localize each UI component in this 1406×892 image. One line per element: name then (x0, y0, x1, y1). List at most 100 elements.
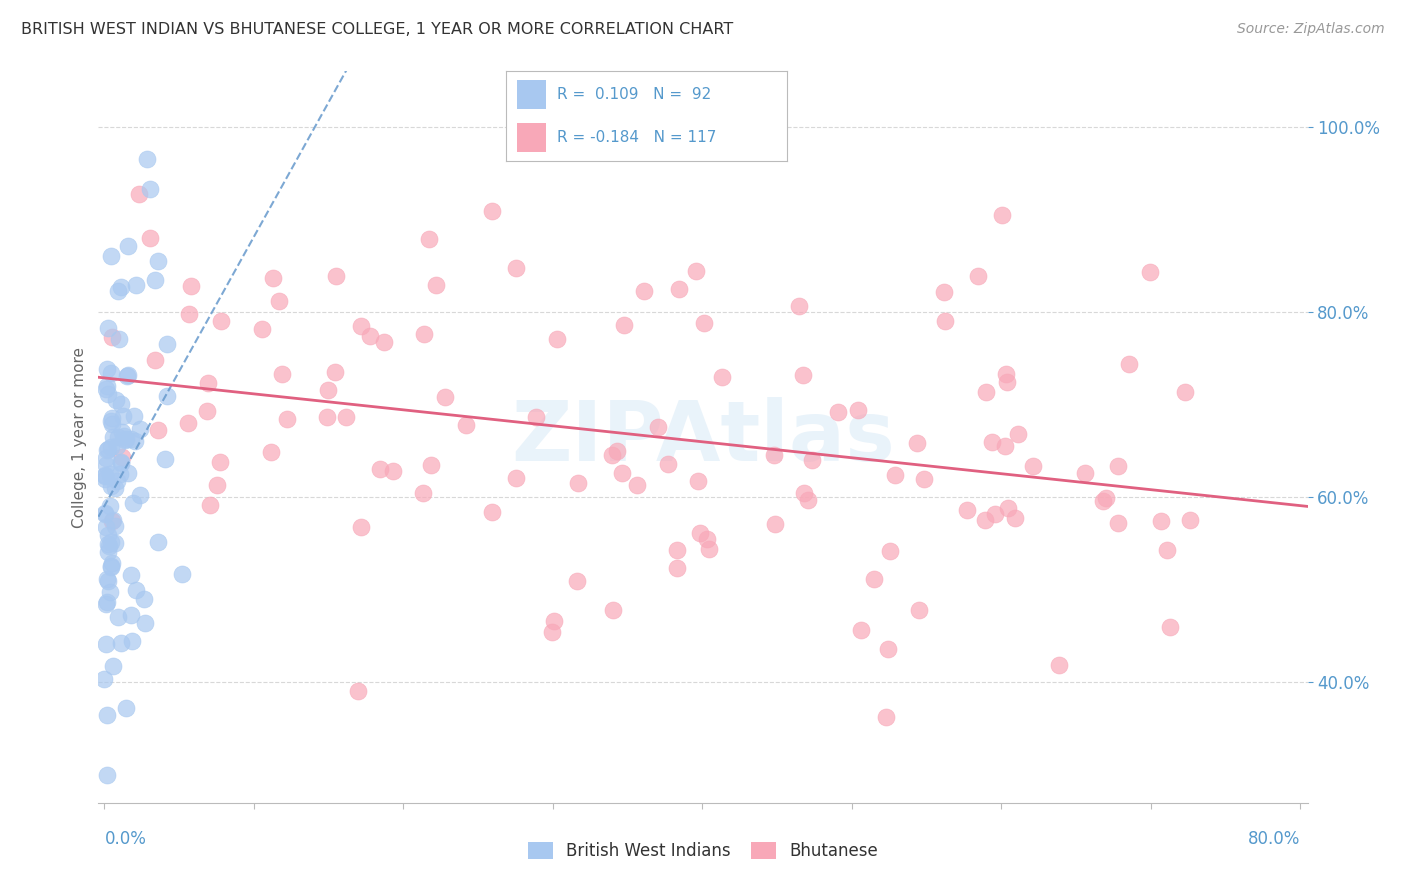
Point (96, 707, 118, 722)
Point (96, 379, 118, 393)
Point (94, 382, 117, 396)
Point (112, 429, 135, 443)
Point (1047, 657, 1070, 672)
Point (101, 514, 124, 528)
Point (105, 474, 128, 488)
Point (905, 436, 928, 450)
Point (115, 432, 138, 446)
Point (101, 430, 124, 444)
Point (995, 376, 1018, 390)
Point (122, 496, 145, 510)
Point (851, 623, 873, 637)
Point (101, 513, 124, 527)
Point (697, 542, 720, 557)
Point (276, 412, 298, 426)
Point (412, 485, 434, 500)
Point (97, 528, 120, 542)
Point (267, 294, 290, 309)
Point (848, 402, 870, 417)
Point (613, 318, 636, 333)
Point (250, 322, 273, 336)
Point (94, 472, 117, 486)
Point (967, 268, 990, 283)
Point (117, 466, 139, 480)
Point (413, 327, 436, 342)
Point (94, 508, 117, 522)
Point (1022, 459, 1045, 474)
Point (107, 332, 129, 346)
Point (350, 319, 373, 334)
Point (1004, 511, 1026, 525)
Point (97, 320, 120, 334)
Point (94, 520, 117, 534)
Point (94, 637, 117, 651)
Point (995, 368, 1018, 382)
Point (180, 279, 202, 293)
Point (156, 336, 179, 351)
Point (875, 709, 897, 723)
Point (763, 448, 786, 462)
Point (693, 316, 716, 330)
Point (97, 545, 120, 559)
Point (111, 425, 134, 439)
Point (104, 518, 127, 533)
Point (505, 261, 527, 276)
Point (1159, 620, 1181, 634)
Point (100, 556, 122, 570)
Text: BRITISH WEST INDIAN VS BHUTANESE COLLEGE, 1 YEAR OR MORE CORRELATION CHART: BRITISH WEST INDIAN VS BHUTANESE COLLEGE… (21, 22, 734, 37)
Point (209, 314, 232, 328)
Point (419, 458, 441, 472)
Point (120, 607, 142, 622)
Point (110, 397, 132, 411)
FancyBboxPatch shape (517, 123, 546, 152)
Point (1180, 513, 1202, 527)
Point (1092, 493, 1115, 508)
Point (543, 614, 565, 628)
Point (665, 542, 688, 557)
Point (125, 582, 148, 597)
Point (110, 450, 132, 465)
Point (626, 478, 648, 492)
Point (994, 439, 1017, 453)
Point (156, 388, 179, 402)
Point (335, 409, 357, 424)
Point (107, 609, 129, 624)
Point (1118, 357, 1140, 371)
Point (997, 500, 1019, 515)
Point (97, 574, 120, 588)
Point (111, 409, 134, 424)
Text: Source: ZipAtlas.com: Source: ZipAtlas.com (1237, 22, 1385, 37)
Point (94, 468, 117, 483)
Point (350, 520, 373, 534)
Point (100, 479, 122, 493)
Text: 0.0%: 0.0% (104, 830, 146, 848)
Point (418, 232, 440, 246)
Point (110, 455, 132, 469)
Point (97, 442, 120, 456)
Point (883, 467, 905, 482)
Point (974, 385, 997, 400)
Point (110, 636, 132, 650)
Point (657, 457, 679, 471)
Point (689, 526, 711, 541)
Point (633, 285, 655, 299)
Point (103, 535, 125, 549)
Point (792, 368, 814, 383)
Point (359, 329, 381, 343)
Point (481, 505, 503, 519)
Point (100, 330, 122, 344)
Point (606, 444, 628, 458)
Point (146, 534, 169, 549)
Point (195, 403, 218, 417)
Point (912, 472, 935, 486)
Point (100, 366, 122, 380)
Point (368, 462, 391, 476)
Point (132, 592, 155, 607)
Point (121, 633, 143, 648)
Point (207, 478, 229, 492)
Point (984, 508, 1007, 522)
Point (94, 597, 117, 611)
Point (540, 624, 562, 639)
Point (602, 603, 624, 617)
Point (381, 464, 404, 478)
